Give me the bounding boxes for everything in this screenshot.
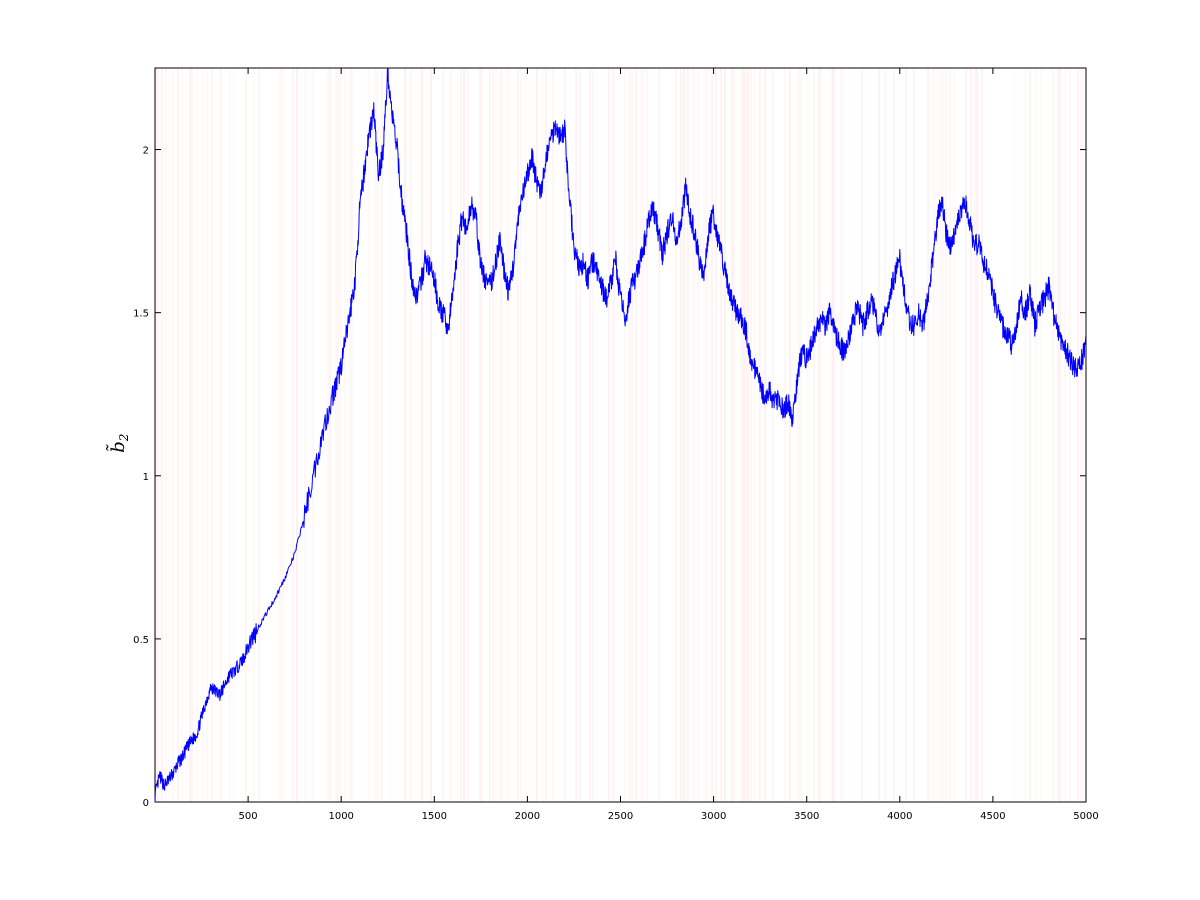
x-tick-label: 4000: [887, 811, 912, 822]
series-line: [154, 67, 1087, 803]
x-axis: 500 1000 1500 2000 2500 3000 3500 4000 4500 5000: [239, 68, 1099, 822]
y-tick-label: 0.5: [133, 635, 149, 646]
x-tick-label: 4500: [980, 811, 1005, 822]
y-axis: 0 0.5 1 1.5 2: [133, 146, 1086, 809]
x-tick-label: 500: [239, 811, 258, 822]
x-tick-label: 2500: [608, 811, 633, 822]
y-tick-label: 1.5: [133, 309, 149, 320]
y-axis-label: b̃2: [106, 434, 131, 453]
y-tick-label: 2: [143, 146, 149, 157]
x-tick-label: 3000: [701, 811, 726, 822]
x-tick-label: 1500: [422, 811, 447, 822]
x-tick-label: 5000: [1073, 811, 1098, 822]
y-axis-label-main: b̃: [106, 441, 129, 453]
y-axis-label-subscript: 2: [117, 434, 131, 443]
x-tick-label: 2000: [515, 811, 540, 822]
y-tick-label: 1: [143, 472, 149, 483]
x-tick-label: 1000: [328, 811, 353, 822]
series-group: [154, 67, 1087, 803]
x-tick-label: 3500: [794, 811, 819, 822]
y-tick-label: 0: [143, 798, 149, 809]
background-bands: [155, 68, 1084, 802]
